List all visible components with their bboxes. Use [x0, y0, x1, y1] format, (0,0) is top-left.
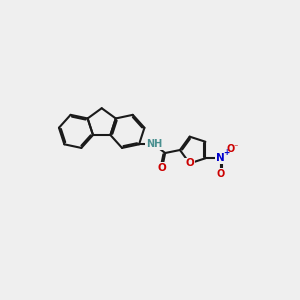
Text: O: O [226, 144, 234, 154]
Text: +: + [223, 148, 229, 158]
Text: ⁻: ⁻ [233, 142, 238, 151]
Text: N: N [216, 153, 225, 163]
Text: NH: NH [146, 139, 162, 149]
Text: O: O [158, 163, 167, 173]
Text: O: O [185, 158, 194, 168]
Text: O: O [217, 169, 225, 178]
